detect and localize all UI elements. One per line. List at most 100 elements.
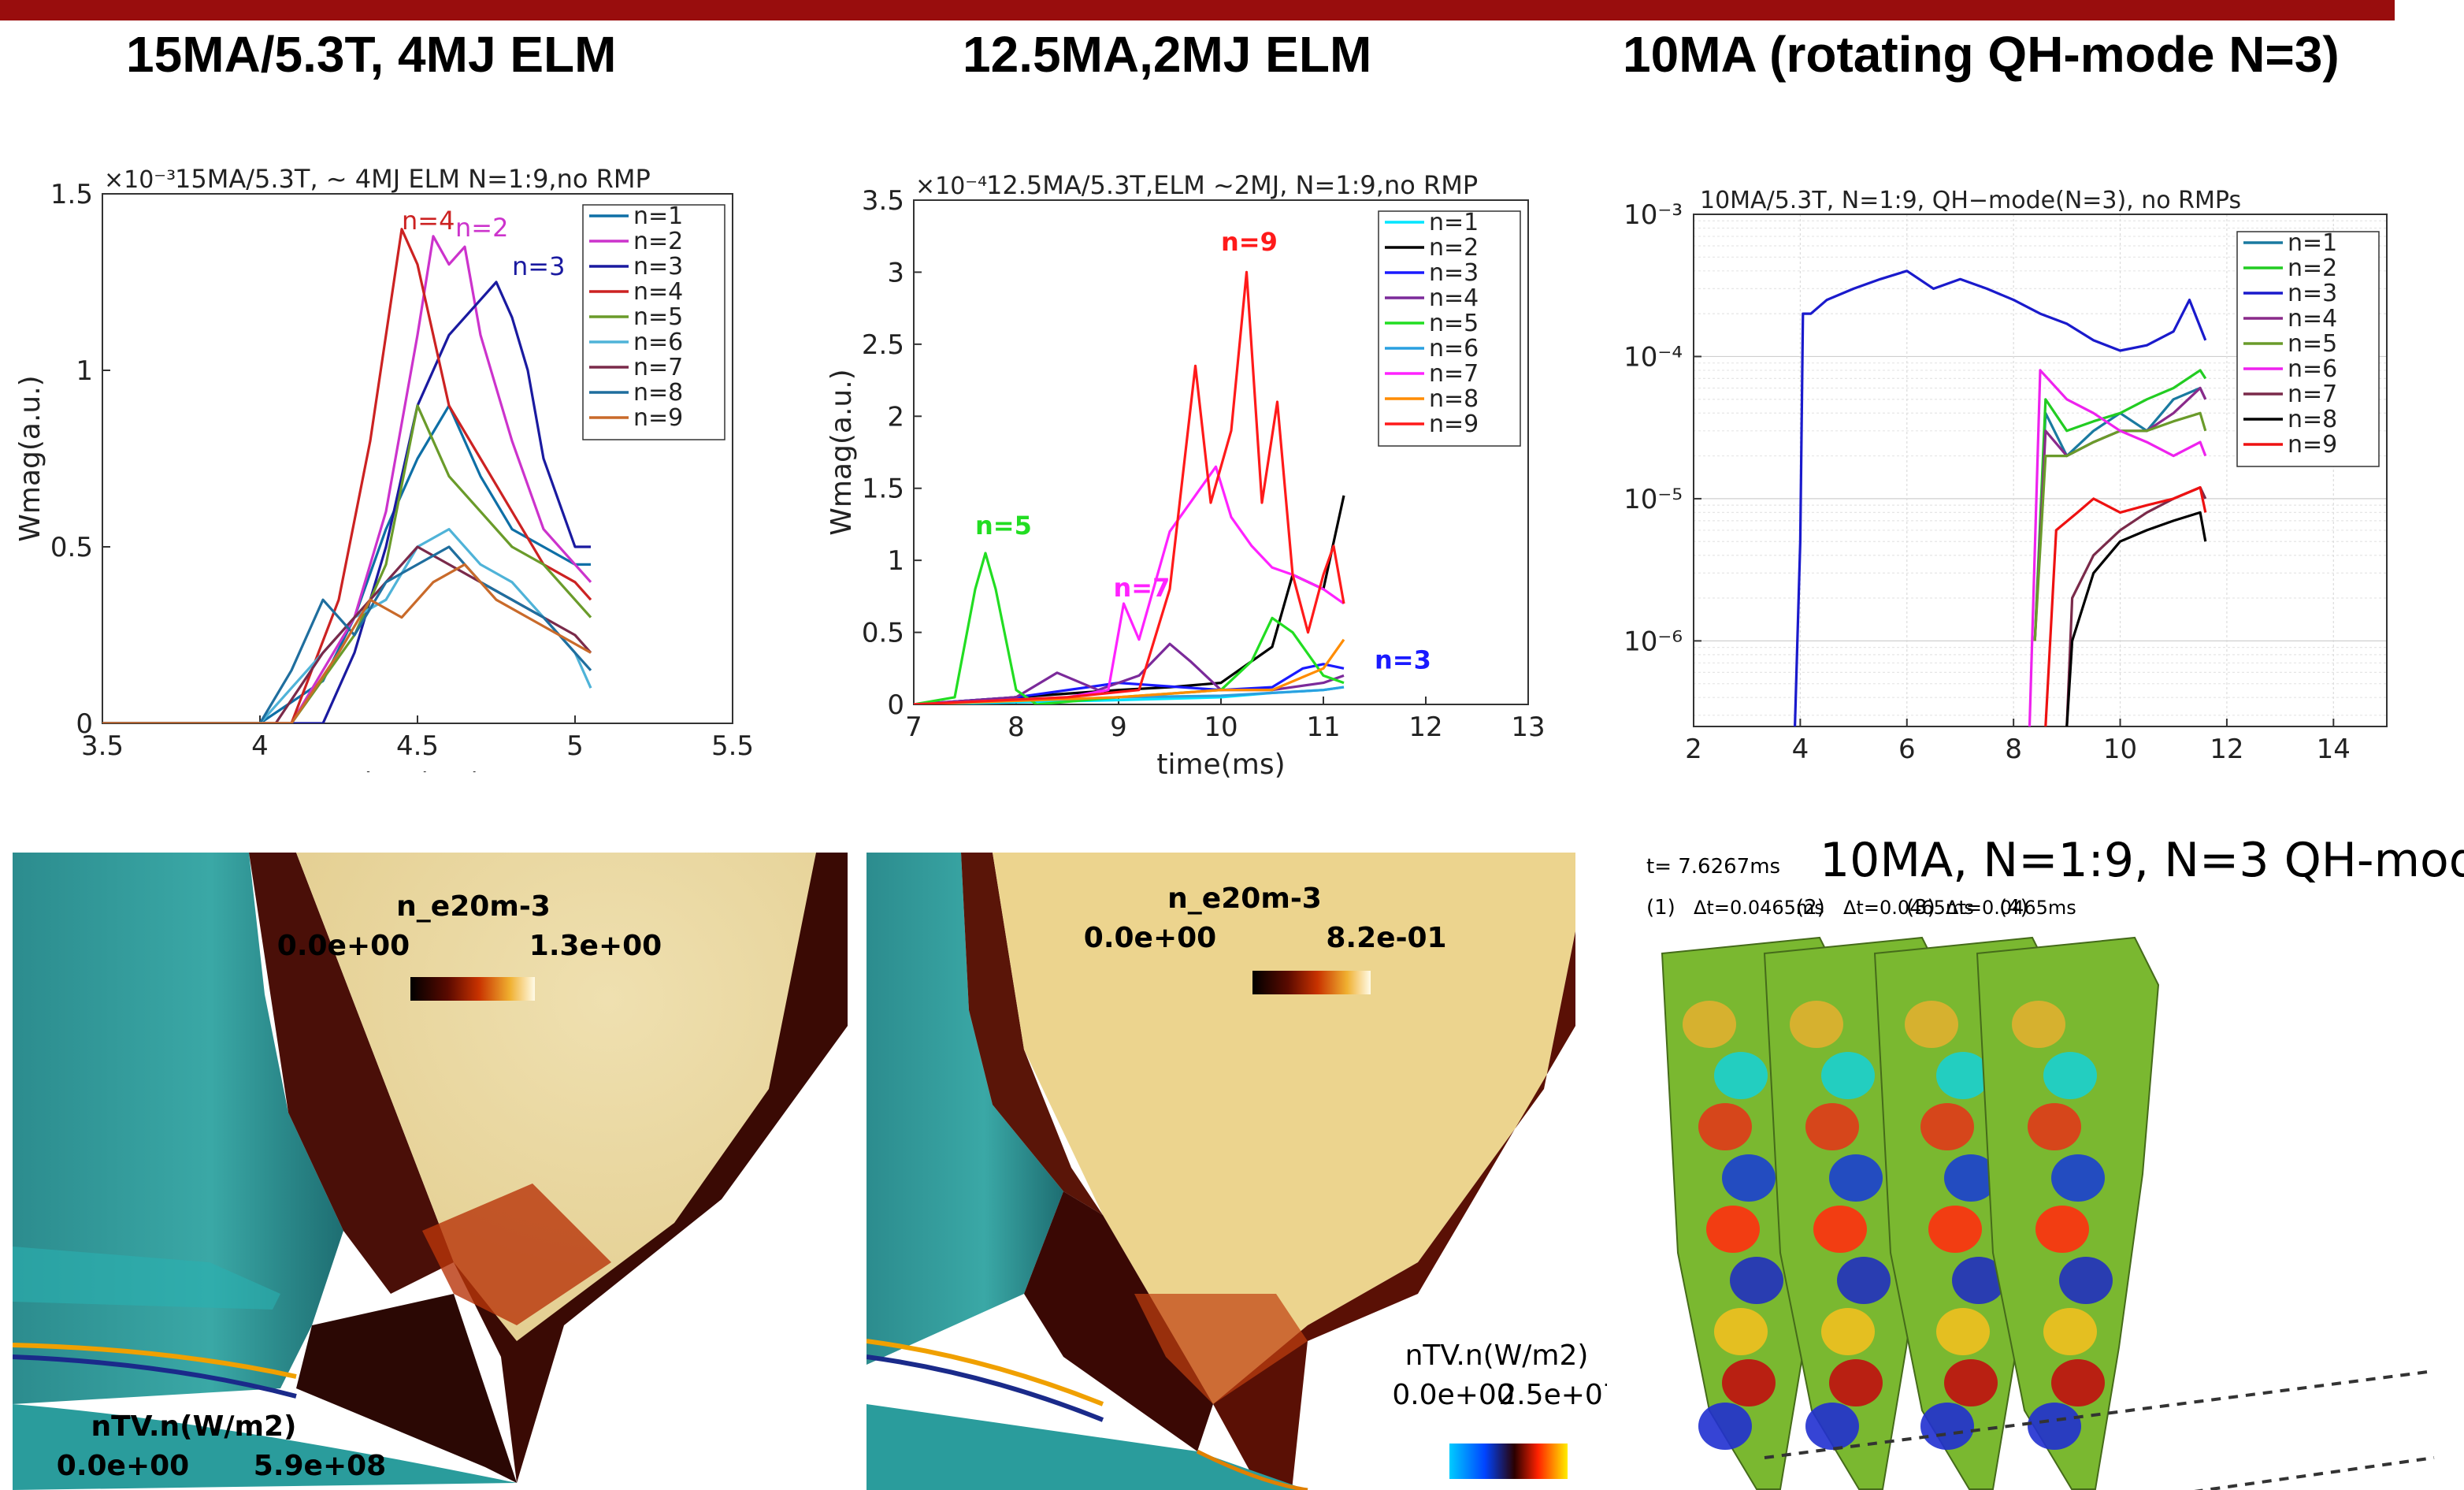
legend-entry: n=4 <box>1429 284 1479 312</box>
mode-blob <box>1821 1308 1875 1355</box>
y-tick-label: 3.5 <box>862 185 904 217</box>
series-line-n3 <box>1794 269 2207 726</box>
density-region <box>993 853 1575 1404</box>
colorbar2-min: 0.0e+00 <box>57 1450 189 1482</box>
y-tick-label: 10⁻³ <box>1623 199 1683 231</box>
series-group <box>1794 269 2207 726</box>
x-tick-label: 12 <box>1408 712 1442 743</box>
mode-blob <box>1936 1052 1990 1099</box>
column-title-2: 12.5MA,2MJ ELM <box>963 26 1372 83</box>
x-tick-label: 4.5 <box>396 730 439 762</box>
mode-blob <box>2051 1359 2105 1406</box>
y-exponent: ×10⁻⁴ <box>915 173 987 200</box>
dark-leg-right <box>1213 931 1575 1490</box>
colorbar1-min: 0.0e+00 <box>1084 922 1216 954</box>
xpoint-glow <box>422 1183 611 1325</box>
wall-band <box>13 1247 280 1310</box>
mode-blob <box>1829 1154 1883 1202</box>
legend-entry: n=6 <box>633 329 683 356</box>
frame-number: (1) <box>1646 896 1675 920</box>
y-axis-label: Wmag(a.u.) <box>826 369 858 535</box>
divertor-leg <box>1024 1191 1213 1451</box>
mode-blob <box>2028 1103 2081 1150</box>
x-tick-label: 10 <box>2103 734 2137 765</box>
mode-blob <box>2059 1257 2113 1304</box>
series-group <box>914 270 1345 704</box>
chart-12p5ma: 7 8 9 10 11 12 13 0 0.5 1 1.5 2 2.5 3 3.5 ×10⁻⁴12.5MA/5… <box>826 170 1546 781</box>
density-region <box>296 853 816 1341</box>
legend-entry: n=9 <box>1429 411 1479 438</box>
mode-blob <box>1730 1257 1783 1304</box>
y-tick-label: 1.5 <box>862 474 904 505</box>
mode-trace-line <box>1764 1369 2435 1459</box>
mode-blob <box>1944 1154 1998 1202</box>
annotation-label: n=3 <box>1375 645 1431 674</box>
mode-blob <box>1722 1154 1776 1202</box>
mode-blob <box>1714 1052 1768 1099</box>
colorbar1-max: 8.2e-01 <box>1326 922 1446 954</box>
x-tick-label: 6 <box>1898 734 1916 765</box>
mode-blob <box>1944 1359 1998 1406</box>
mode-blob <box>2012 1001 2065 1048</box>
mode-blob <box>2043 1052 2097 1099</box>
x-tick-label: 10 <box>1204 712 1238 743</box>
series-line-n8 <box>2065 511 2207 726</box>
legend-entry: n=6 <box>1429 335 1479 362</box>
mode-blob <box>1829 1359 1883 1406</box>
legend-box <box>2236 231 2380 467</box>
qh-mode-frames: t= 7.6267ms 10MA, N=1:9, N=3 QH-mode (1)… <box>1646 827 2464 1490</box>
dark-leg-left <box>249 853 454 1294</box>
legend-entry: n=5 <box>2288 330 2337 358</box>
xpoint-glow <box>1134 1294 1308 1404</box>
legend-entry: n=8 <box>1429 385 1479 413</box>
mode-blob <box>1805 1103 1859 1150</box>
y-tick-label: 2 <box>887 401 904 433</box>
x-tick-label: 14 <box>2317 734 2351 765</box>
x-tick-label: 11 <box>1306 712 1340 743</box>
colorbar2-min: 0.0e+00 <box>1392 1379 1514 1411</box>
y-tick-label: 1.5 <box>50 179 93 210</box>
series-line-n8 <box>914 638 1345 704</box>
legend-entry: n=4 <box>633 278 683 306</box>
mode-blob <box>1920 1103 1974 1150</box>
mode-blob <box>1813 1206 1867 1253</box>
heatflux-map-15ma: n_e20m-3 0.0e+00 1.3e+00 nTV.n(W/m2) 0.0… <box>13 853 848 1490</box>
colorbar2-title: nTV.n(W/m2) <box>1405 1340 1589 1372</box>
x-tick-label: 3.5 <box>81 730 124 762</box>
heatflux-map-12p5ma-svg: n_e20m-3 0.0e+00 8.2e-01 nTV.n(W/m2) 0.0… <box>866 853 1607 1490</box>
x-tick-label: 8 <box>1007 712 1025 743</box>
y-tick-label: 1 <box>76 355 93 387</box>
x-axis-label: time(ms) <box>1976 771 2104 772</box>
x-tick-label: 9 <box>1110 712 1127 743</box>
legend-entry: n=3 <box>2288 280 2337 307</box>
mode-blob <box>1722 1359 1776 1406</box>
mode-blob <box>2051 1154 2105 1202</box>
first-wall-surface <box>866 853 1063 1365</box>
mode-blob <box>1706 1206 1760 1253</box>
mode-blob <box>1805 1403 1859 1450</box>
x-axis-label: time(ms) <box>353 767 481 772</box>
strike-line-2 <box>13 1354 297 1399</box>
mode-blob <box>1905 1001 1958 1048</box>
colorbar1-title: n_e20m-3 <box>396 890 551 923</box>
mode-blob <box>1683 1001 1736 1048</box>
y-tick-label: 3 <box>887 257 904 288</box>
outer-wall <box>13 1404 517 1490</box>
mode-trace-line <box>2194 1456 2435 1490</box>
y-tick-label: 0 <box>76 708 93 740</box>
frame-number: (2) <box>1796 896 1825 920</box>
series-line-n9 <box>914 270 1345 704</box>
qh-mode-frames-svg: t= 7.6267ms 10MA, N=1:9, N=3 QH-mode (1)… <box>1646 833 2464 1490</box>
strike-line-2 <box>866 1354 1104 1422</box>
legend-entry: n=7 <box>1429 360 1479 388</box>
chart-10ma: 2 4 6 8 10 12 14 10⁻³ 10⁻⁴ 10⁻⁵ 10⁻⁶ 10MA/5.3T, N=1… <box>1623 187 2388 772</box>
y-tick-label: 1 <box>887 545 904 577</box>
legend-entry: n=9 <box>2288 431 2337 459</box>
frame-dt: Δt=0.0465ms <box>1694 897 1824 919</box>
legend-box <box>1378 210 1521 447</box>
legend-entry: n=1 <box>1429 209 1479 236</box>
y-tick-label: 2.5 <box>862 329 904 361</box>
series-line-n7 <box>2065 486 2207 726</box>
top-brand-bar <box>0 0 2395 20</box>
